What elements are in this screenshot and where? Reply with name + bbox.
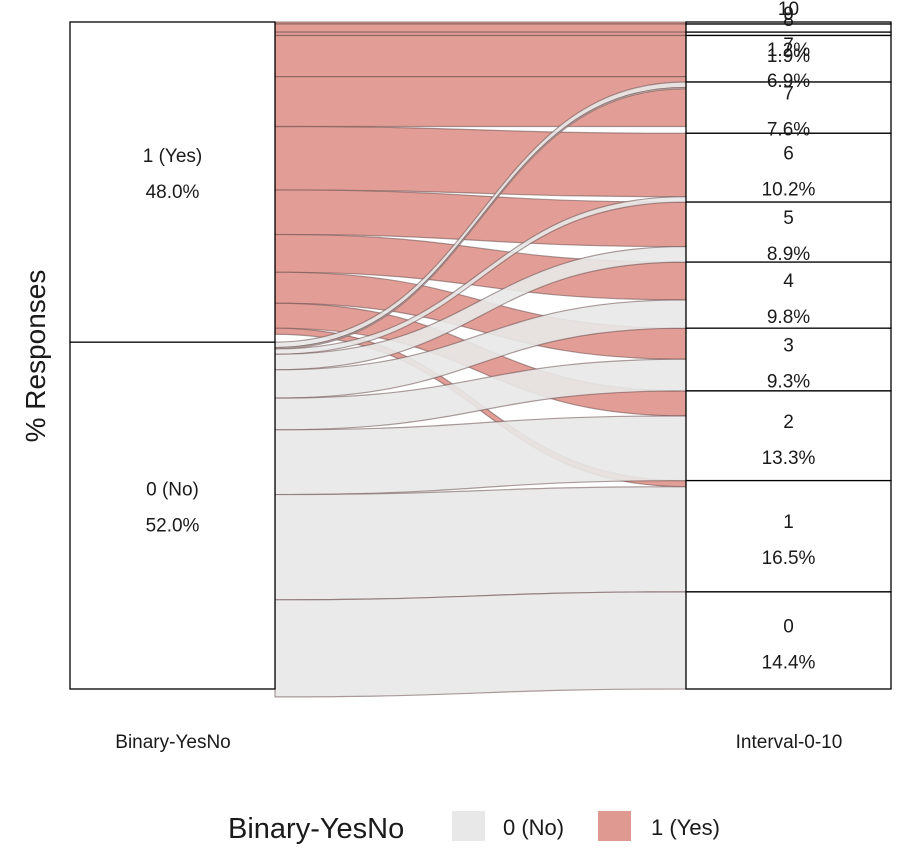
legend-label-yes: 1 (Yes) (651, 815, 720, 840)
x-axis-label-right: Interval-0-10 (736, 732, 843, 753)
x-axis-label-left: Binary-YesNo (115, 732, 230, 753)
flow-yes-to-6 (274, 125, 687, 198)
stratum-right-7-label: 4 (783, 271, 794, 292)
stratum-right-8-pct: 9.3% (767, 372, 810, 393)
stratum-right-8 (685, 327, 892, 392)
stratum-right-6 (685, 201, 892, 263)
stratum-right-3-pct: 6.9% (767, 71, 810, 92)
flow-no-to-1 (274, 486, 687, 601)
stratum-right-7-pct: 9.8% (767, 307, 810, 328)
flow-no-to-0 (274, 591, 687, 698)
legend-title: Binary-YesNo (228, 813, 404, 845)
stratum-right-4 (685, 81, 892, 134)
stratum-left-0 (69, 21, 276, 343)
legend-swatch-yes (598, 811, 631, 841)
y-axis-label: % Responses (20, 270, 51, 443)
stratum-left-0-label: 1 (Yes) (143, 146, 203, 167)
stratum-left-1 (69, 341, 276, 690)
stratum-right-8-label: 3 (783, 336, 794, 357)
stratum-right-6-label: 5 (783, 208, 794, 229)
stratum-left-1-label: 0 (No) (146, 480, 199, 501)
stratum-right-1-pct: 1.2% (767, 40, 810, 61)
stratum-right-0-label: 10 (778, 0, 799, 20)
stratum-left-0-pct: 48.0% (146, 182, 200, 203)
legend-swatch-no (452, 811, 485, 841)
stratum-right-3-label: 7 (783, 35, 794, 56)
stratum-right-7 (685, 261, 892, 329)
stratum-right-11-label: 0 (783, 616, 794, 637)
stratum-right-6-pct: 8.9% (767, 244, 810, 265)
stratum-right-11-pct: 14.4% (762, 652, 816, 673)
stratum-right-10-pct: 16.5% (762, 548, 816, 569)
stratum-right-4-label: 7 (783, 84, 794, 105)
stratum-right-4-pct: 7.6% (767, 120, 810, 141)
stratum-left-1-pct: 52.0% (146, 516, 200, 537)
stratum-right-2-label: 8 (783, 10, 794, 31)
legend: Binary-YesNo 0 (No) 1 (Yes) (228, 811, 720, 845)
flow-yes-to-7 (274, 76, 687, 128)
flows-layer (274, 21, 687, 698)
stratum-right-11 (685, 591, 892, 690)
stratum-right-5 (685, 132, 892, 203)
stratum-right-1-label: 9 (783, 4, 794, 25)
stratum-right-10-label: 1 (783, 512, 794, 533)
stratum-right-5-pct: 10.2% (762, 180, 816, 201)
strata-layer (69, 21, 892, 690)
stratum-right-10 (685, 479, 892, 593)
stratum-labels-layer: 1 (Yes)48.0%0 (No)52.0%1091.2%81.9%76.9%… (143, 0, 816, 673)
flow-yes-to-7 (274, 34, 687, 78)
stratum-right-9-pct: 13.3% (762, 448, 816, 469)
stratum-right-9 (685, 390, 892, 482)
legend-label-no: 0 (No) (503, 815, 564, 840)
stratum-right-9-label: 2 (783, 412, 794, 433)
stratum-right-5-label: 6 (783, 144, 794, 165)
stratum-right-2-pct: 1.9% (767, 46, 810, 67)
flow-yes-to-9 (274, 23, 687, 33)
